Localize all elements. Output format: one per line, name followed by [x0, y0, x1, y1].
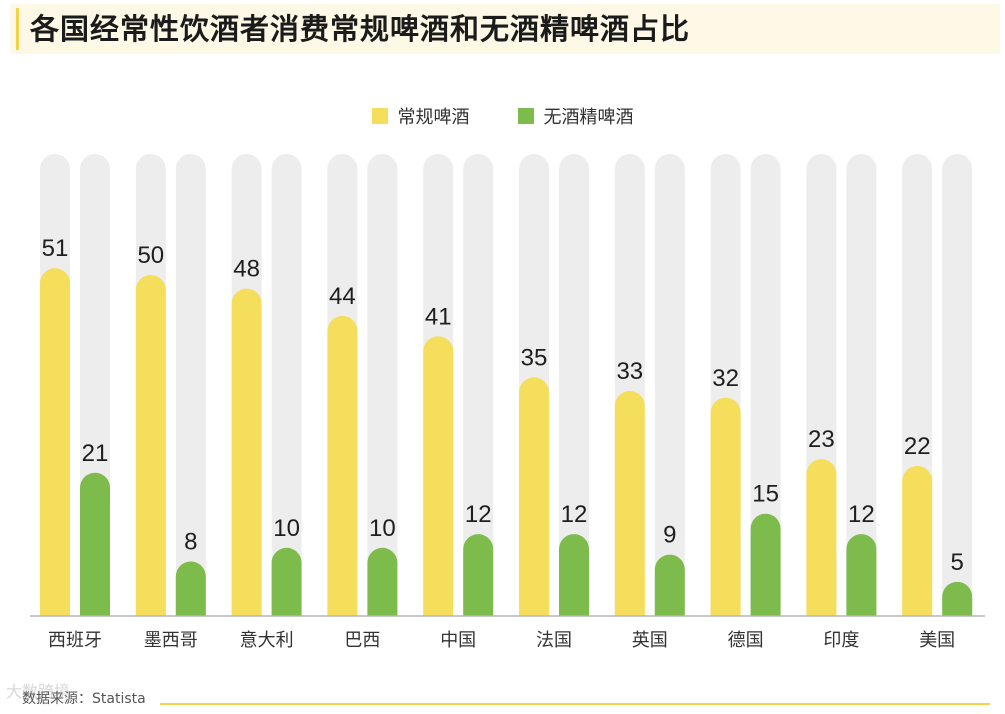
bar-track [463, 154, 494, 616]
bar-track [750, 154, 781, 617]
x-tick-label: 墨西哥 [144, 630, 198, 651]
x-tick-label: 巴西 [344, 630, 380, 651]
watermark: 大数跨境 [6, 682, 71, 701]
bar-regular [327, 315, 358, 616]
bar-regular [519, 377, 549, 616]
legend-swatch-non-alcoholic [517, 108, 534, 124]
data-label-regular: 50 [137, 242, 164, 269]
bar-track [559, 154, 589, 616]
bar-track [175, 154, 206, 617]
bar-track [367, 154, 398, 617]
bar-non-alcoholic [654, 554, 685, 616]
bar-non-alcoholic [942, 581, 973, 616]
legend-swatch-regular [371, 108, 388, 124]
bar-regular [40, 268, 70, 616]
data-label-non-alcoholic: 10 [273, 515, 300, 542]
bar-regular [614, 390, 645, 616]
bar-track [654, 154, 685, 617]
title-bar [10, 4, 1000, 54]
x-tick-label: 德国 [728, 630, 764, 651]
legend-item-regular: 常规啤酒 [371, 104, 470, 128]
x-tick-label: 意大利 [240, 630, 294, 651]
bar-non-alcoholic [846, 534, 877, 616]
x-tick-label: 中国 [440, 630, 476, 651]
x-tick-label: 美国 [919, 630, 955, 651]
data-label-regular: 51 [42, 235, 69, 262]
data-label-non-alcoholic: 9 [663, 522, 676, 549]
x-tick-label: 法国 [536, 630, 572, 651]
data-label-non-alcoholic: 8 [184, 528, 197, 555]
bar-non-alcoholic [750, 513, 781, 616]
x-tick-label: 印度 [823, 630, 859, 651]
bar-regular [806, 459, 837, 616]
bar-non-alcoholic [80, 472, 110, 616]
data-label-regular: 35 [521, 344, 548, 371]
data-label-non-alcoholic: 15 [752, 481, 779, 508]
bar-non-alcoholic [559, 534, 589, 616]
bar-track [271, 154, 302, 617]
source-underline [160, 703, 990, 705]
bar-regular [902, 465, 933, 616]
legend-label-non-alcoholic: 无酒精啤酒 [543, 107, 634, 128]
x-tick-label: 英国 [632, 630, 668, 651]
data-label-regular: 22 [904, 433, 931, 460]
data-label-non-alcoholic: 12 [848, 501, 875, 528]
bar-non-alcoholic [367, 547, 398, 616]
legend-label-regular: 常规啤酒 [397, 107, 470, 128]
chart-title: 各国经常性饮酒者消费常规啤酒和无酒精啤酒占比 [30, 12, 691, 46]
bar-non-alcoholic [271, 547, 302, 616]
bar-non-alcoholic [463, 534, 494, 616]
data-label-regular: 32 [712, 365, 739, 392]
x-tick-label: 西班牙 [48, 630, 102, 651]
bar-track [846, 154, 877, 617]
source-note: 数据来源：Statista [22, 691, 146, 707]
data-label-non-alcoholic: 12 [561, 501, 588, 528]
bar-regular [135, 275, 166, 616]
data-label-regular: 23 [808, 426, 835, 453]
data-label-regular: 41 [425, 303, 452, 330]
legend-item-non-alcoholic: 无酒精啤酒 [517, 104, 634, 128]
legend: 常规啤酒 无酒精啤酒 [0, 104, 1005, 128]
data-label-non-alcoholic: 5 [951, 549, 964, 576]
bar-track [942, 154, 973, 617]
data-label-regular: 44 [329, 283, 356, 310]
data-label-non-alcoholic: 12 [465, 501, 492, 528]
title-accent [16, 8, 19, 50]
bar-regular [231, 288, 262, 616]
data-label-regular: 48 [233, 256, 260, 283]
bar-non-alcoholic [175, 561, 206, 616]
data-label-non-alcoholic: 10 [369, 515, 396, 542]
bar-regular [710, 397, 741, 616]
data-label-non-alcoholic: 21 [82, 440, 109, 467]
bar-regular [423, 336, 454, 616]
data-label-regular: 33 [616, 358, 643, 385]
